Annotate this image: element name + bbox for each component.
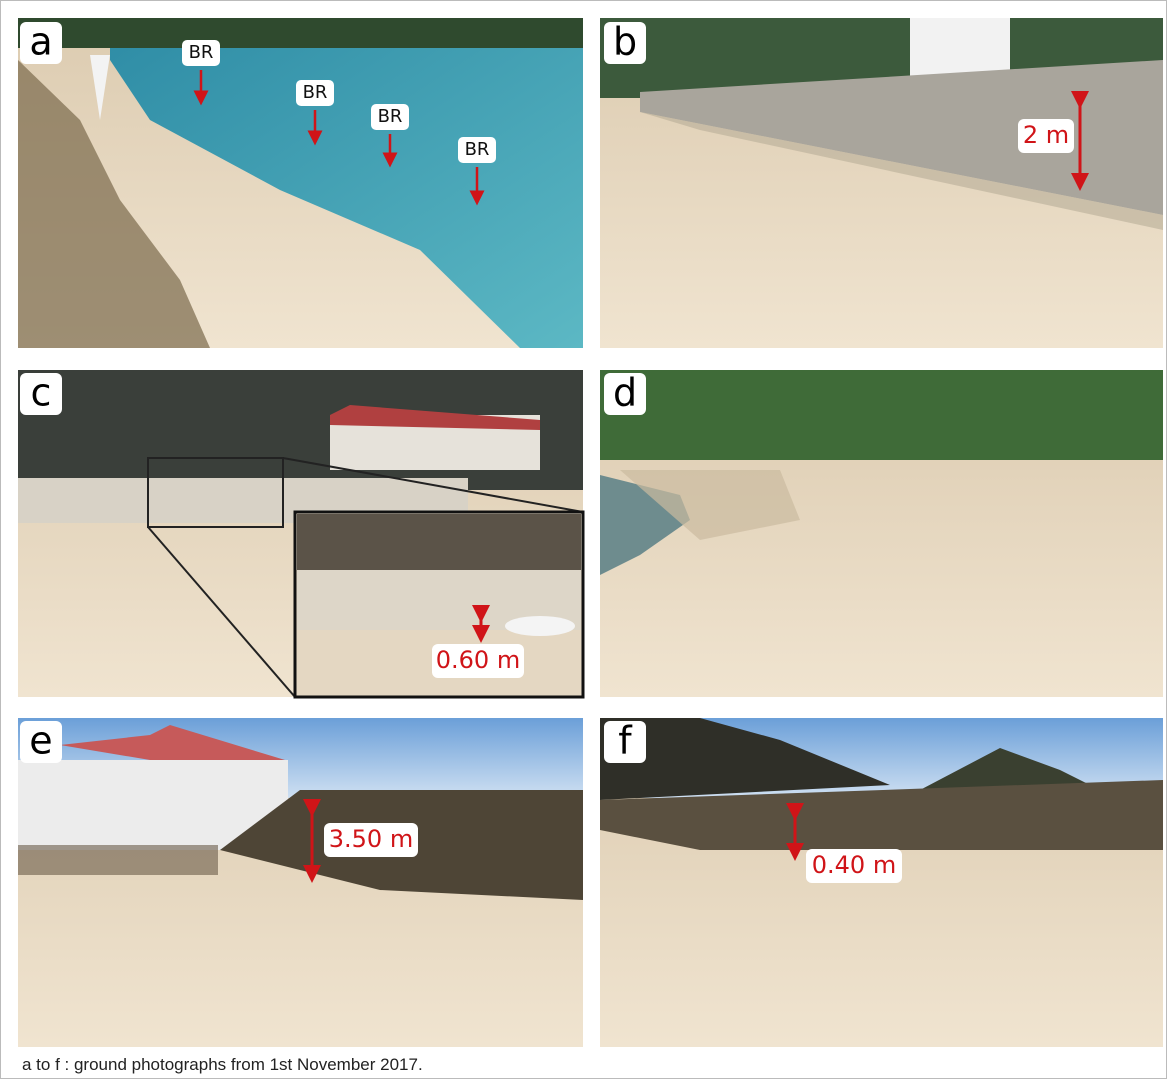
annotation-label: BR [189, 42, 214, 63]
panel-d [600, 370, 1163, 697]
panel-letter: b [613, 20, 637, 64]
measurement-label: 0.40 m [812, 851, 896, 879]
measurement-label: 2 m [1023, 121, 1069, 149]
panel-e [18, 718, 583, 1047]
panel-a [18, 18, 583, 348]
caption: a to f : ground photographs from 1st Nov… [22, 1055, 423, 1074]
panel-letter: c [31, 371, 52, 415]
measurement-label: 0.60 m [436, 646, 520, 674]
panel-letter: d [613, 371, 637, 415]
figure: a b c d e f BR BR BR BR 2 m 0.60 m 3.50 … [0, 0, 1167, 1079]
measurement-label: 3.50 m [329, 825, 413, 853]
panel-b [600, 18, 1163, 348]
annotation-label: BR [378, 106, 403, 127]
panel-letter: e [29, 719, 52, 763]
panel-letter: a [29, 20, 52, 64]
annotation-label: BR [465, 139, 490, 160]
annotation-label: BR [303, 82, 328, 103]
panel-letter: f [618, 719, 633, 763]
